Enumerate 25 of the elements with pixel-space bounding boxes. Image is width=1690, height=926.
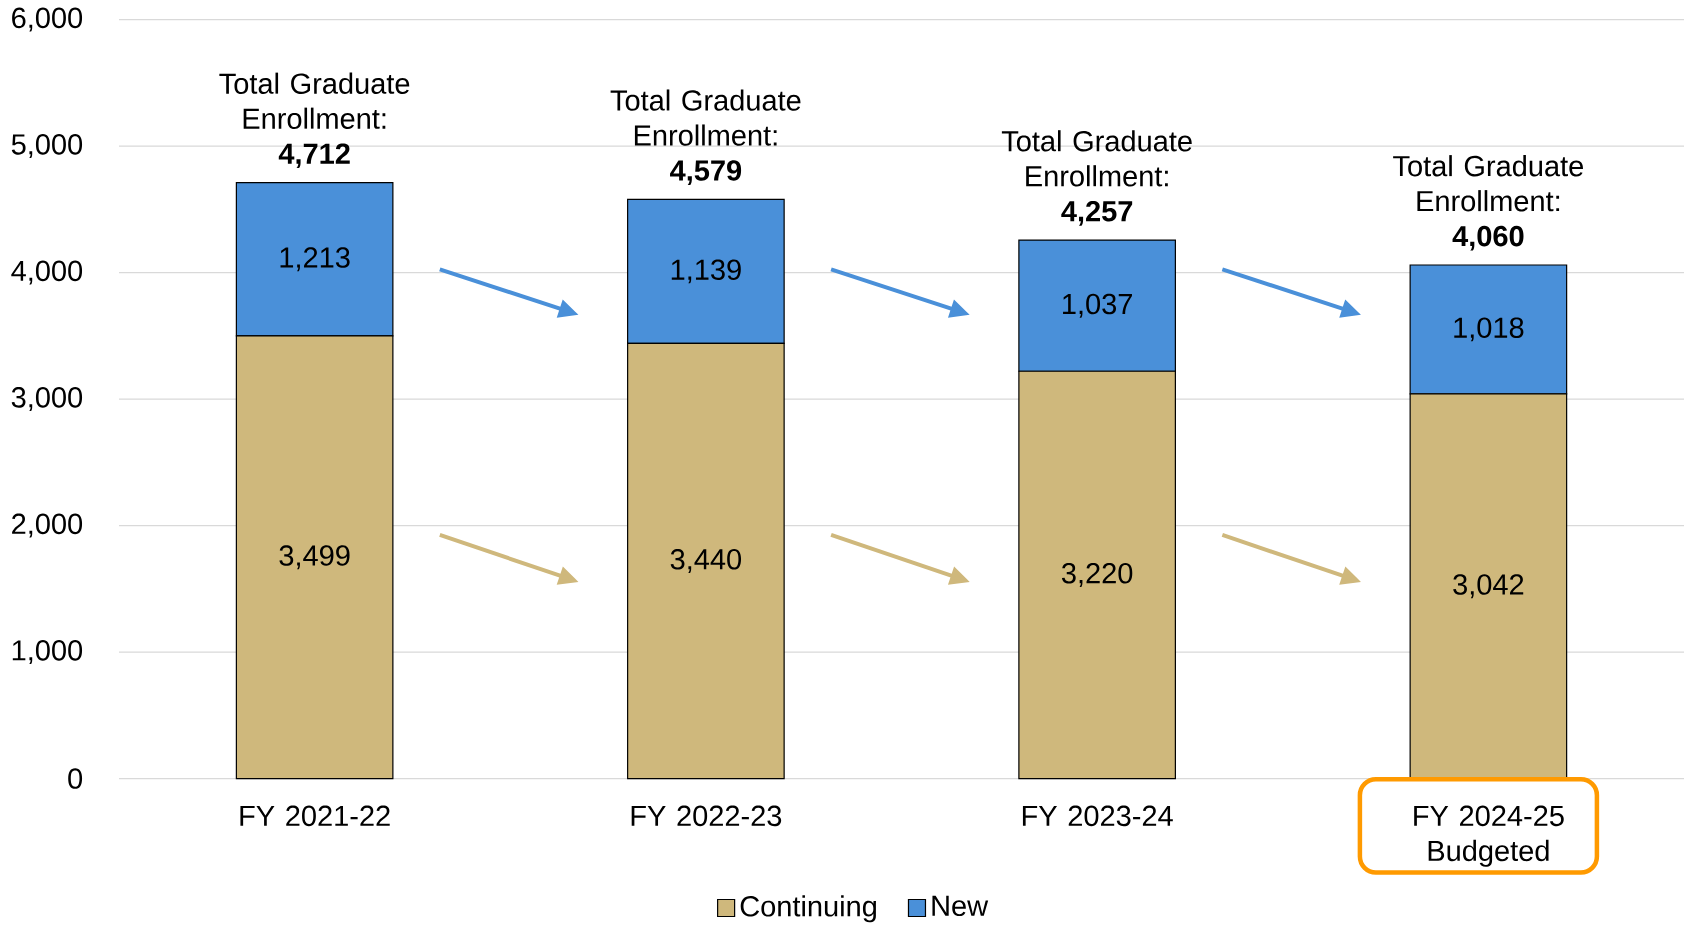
y-tick-label: 1,000 (12, 640, 83, 665)
y-tick-label: 2,000 (12, 513, 83, 538)
x-tick-label: FY 2021-22 (240, 805, 390, 827)
y-tick-label: 0 (68, 768, 83, 789)
total-label: Total Graduate Enrollment: 4,579 (610, 89, 801, 185)
data-label: 1,037 (1063, 293, 1132, 318)
y-tick-label: 6,000 (12, 7, 83, 32)
y-tick-label: 3,000 (11, 387, 83, 412)
legend-label: Continuing (740, 895, 876, 923)
data-label: 1,213 (280, 247, 350, 272)
total-label: Total Graduate Enrollment: 4,060 (1393, 155, 1583, 251)
x-tick-label: FY 2024-25 Budgeted (1414, 805, 1564, 867)
total-label: Total Graduate Enrollment: 4,257 (1001, 130, 1192, 226)
total-label: Total Graduate Enrollment: 4,712 (219, 72, 410, 169)
legend-label: New (932, 895, 989, 917)
data-label: 1,018 (1454, 317, 1524, 342)
data-label: 3,440 (670, 549, 742, 573)
x-tick-label: FY 2023-24 (1022, 805, 1173, 827)
data-label: 3,220 (1061, 562, 1133, 587)
data-label: 1,139 (671, 259, 741, 284)
y-tick-label: 4,000 (11, 260, 83, 285)
x-tick-label: FY 2022-23 (631, 805, 782, 827)
y-tick-label: 5,000 (11, 134, 83, 159)
data-label: 3,499 (279, 545, 350, 570)
data-label: 3,042 (1453, 574, 1524, 599)
